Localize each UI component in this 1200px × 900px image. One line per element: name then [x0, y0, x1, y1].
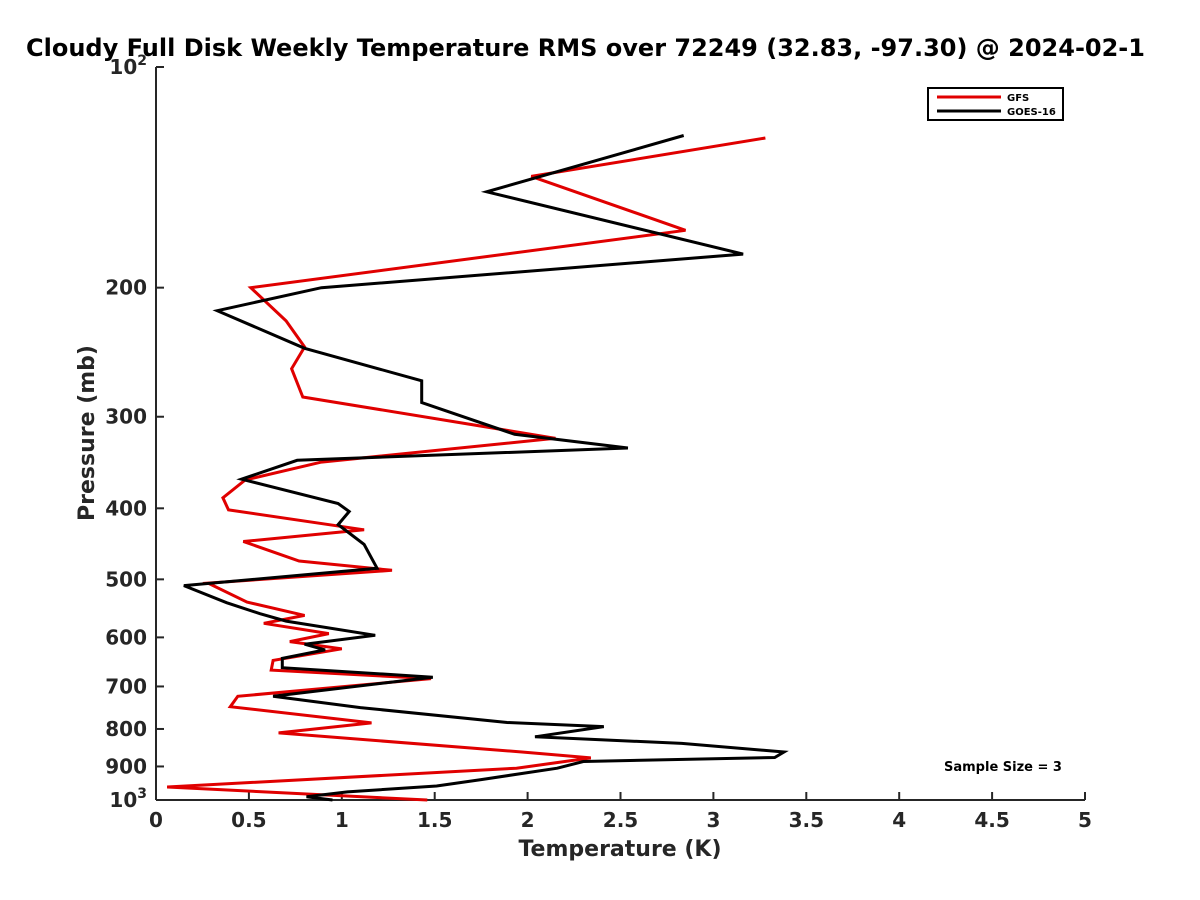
- legend-box: [927, 87, 1064, 121]
- x-tick-label: 0: [149, 808, 163, 832]
- x-tick-label: 3: [706, 808, 720, 832]
- legend-label: GOES-16: [1007, 107, 1056, 118]
- x-tick-label: 2: [521, 808, 535, 832]
- y-tick-label: 200: [105, 276, 147, 300]
- y-tick-label: 700: [105, 674, 147, 698]
- y-tick-label: 102: [109, 53, 147, 79]
- x-tick-label: 1.5: [417, 808, 452, 832]
- legend-label: GFS: [1007, 93, 1029, 104]
- y-axis-label: Pressure (mb): [75, 345, 100, 521]
- x-tick-label: 3.5: [789, 808, 824, 832]
- y-tick-label: 400: [105, 496, 147, 520]
- x-axis-label: Temperature (K): [518, 837, 721, 862]
- series-line-gfs: [167, 136, 766, 802]
- chart-title: Cloudy Full Disk Weekly Temperature RMS …: [26, 34, 1145, 62]
- x-tick-label: 4: [892, 808, 906, 832]
- x-tick-label: 1: [335, 808, 349, 832]
- x-tick-label: 5: [1078, 808, 1092, 832]
- y-tick-label: 600: [105, 625, 147, 649]
- x-tick-label: 2.5: [603, 808, 638, 832]
- series-line-goes-16: [183, 134, 789, 802]
- y-tick-label: 103: [109, 786, 147, 812]
- y-tick-label: 800: [105, 717, 147, 741]
- x-tick-label: 4.5: [974, 808, 1009, 832]
- sample-size-annotation: Sample Size = 3: [944, 760, 1062, 775]
- axes: 0 0.5 1 1.5 2 2.5 3 3.5 4 4.5 5 102 200 300 400 500 600 7…: [105, 53, 1092, 832]
- y-tick-label: 300: [105, 405, 147, 429]
- plot-lines: [167, 134, 789, 802]
- y-tick-label: 900: [105, 754, 147, 778]
- legend: GFS GOES-16: [927, 87, 1064, 121]
- x-tick-label: 0.5: [231, 808, 266, 832]
- y-tick-label: 500: [105, 567, 147, 591]
